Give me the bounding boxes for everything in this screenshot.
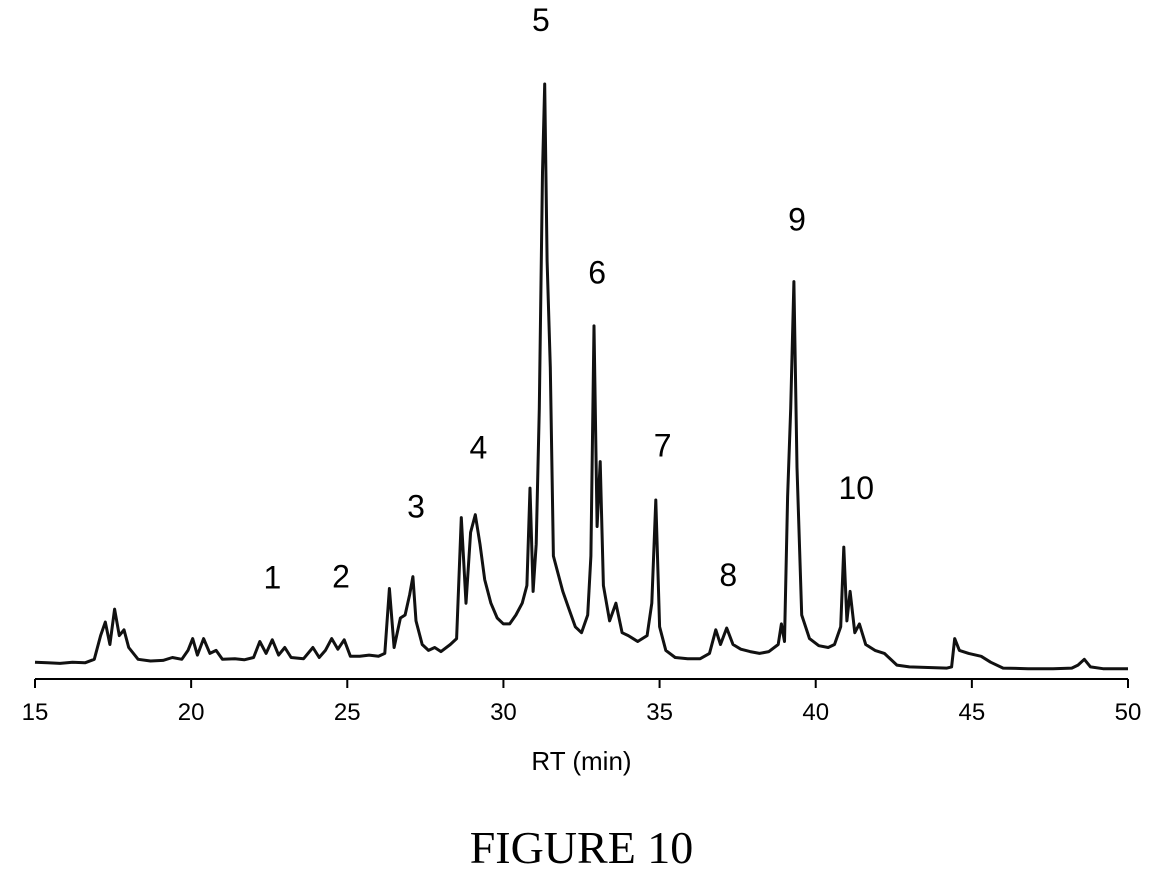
peak-labels: 1 2 3 4 5 6 7 8 9 10	[263, 2, 874, 596]
peak-label-1: 1	[263, 559, 281, 595]
peak-label-9: 9	[788, 201, 806, 237]
peak-label-10: 10	[839, 470, 875, 506]
x-axis-label: RT (min)	[531, 746, 631, 776]
figure-caption: FIGURE 10	[470, 822, 694, 873]
x-tick-label-15: 15	[22, 699, 49, 726]
x-tick-label-25: 25	[334, 699, 361, 726]
x-tick-label-35: 35	[646, 699, 673, 726]
peak-label-4: 4	[470, 430, 488, 466]
x-tick-label-30: 30	[490, 699, 517, 726]
x-tick-label-50: 50	[1115, 699, 1142, 726]
peak-label-8: 8	[719, 557, 737, 593]
x-tick-label-40: 40	[802, 699, 829, 726]
chromatogram-trace-0	[34, 82, 1128, 671]
peak-label-5: 5	[532, 2, 550, 38]
peak-label-3: 3	[407, 489, 425, 525]
x-tick-label-20: 20	[178, 699, 205, 726]
peak-label-7: 7	[654, 427, 672, 463]
peak-label-6: 6	[588, 254, 606, 290]
x-axis-ticks: 15 20 25 30 35 40 45 50	[22, 679, 1142, 726]
x-tick-label-45: 45	[959, 699, 986, 726]
plot-area	[34, 82, 1128, 671]
peak-label-2: 2	[332, 558, 350, 594]
